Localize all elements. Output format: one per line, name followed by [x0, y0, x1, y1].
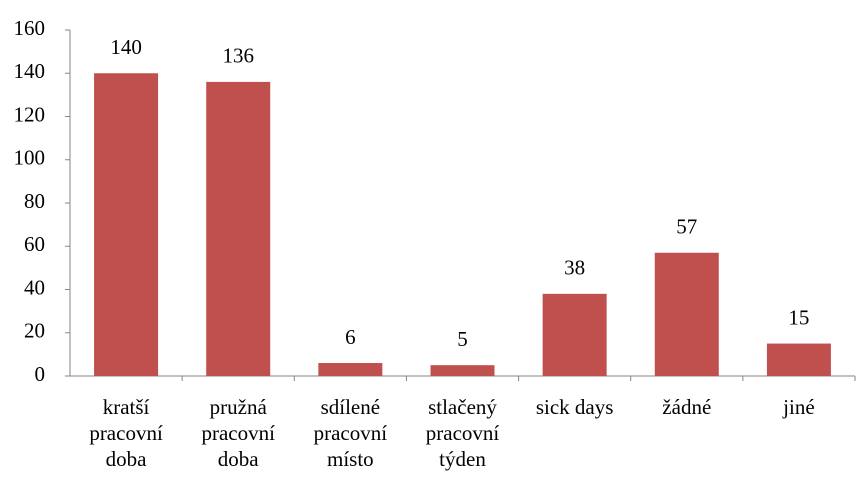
x-tick-label: žádné	[662, 395, 712, 419]
bar	[94, 73, 159, 376]
y-tick-label: 0	[35, 362, 46, 386]
data-label: 136	[222, 44, 254, 68]
y-tick-label: 20	[24, 319, 45, 343]
bar	[766, 343, 831, 376]
data-label: 15	[788, 305, 809, 329]
data-label: 57	[676, 215, 697, 239]
data-label: 140	[110, 35, 142, 59]
data-label: 6	[345, 325, 356, 349]
y-tick-label: 100	[14, 146, 46, 170]
x-tick-label: sick days	[535, 395, 614, 419]
bar	[542, 293, 607, 376]
y-tick-label: 40	[24, 275, 45, 299]
data-label: 5	[457, 327, 468, 351]
x-tick-label: pružná pracovní doba	[201, 395, 275, 471]
y-tick-label: 160	[14, 16, 46, 40]
bar	[654, 252, 719, 376]
x-tick-label: sdílené pracovní místo	[313, 395, 388, 471]
bar	[318, 363, 383, 376]
bar	[430, 365, 495, 376]
x-tick-label: kratší pracovní doba	[89, 395, 163, 471]
bar	[206, 81, 271, 377]
y-tick-label: 80	[24, 189, 45, 213]
x-tick-label: jiné	[783, 395, 815, 419]
y-tick-label: 140	[14, 59, 46, 83]
x-tick-label: stlačený pracovní týden	[425, 395, 500, 471]
data-label: 38	[564, 256, 585, 280]
y-tick-label: 120	[14, 102, 46, 126]
y-tick-label: 60	[24, 232, 45, 256]
